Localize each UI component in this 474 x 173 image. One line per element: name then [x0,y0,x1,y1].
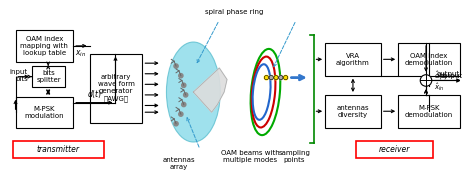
Text: $d(t)$: $d(t)$ [87,88,102,100]
Circle shape [174,64,178,68]
Circle shape [420,75,432,86]
Text: VRA
algorithm: VRA algorithm [336,53,370,66]
Circle shape [269,75,273,80]
Circle shape [179,74,183,78]
Text: output: output [437,71,460,77]
Bar [16,30,73,62]
Circle shape [283,75,288,80]
Bar [16,97,73,128]
Circle shape [179,112,183,116]
Text: antennas
array: antennas array [163,157,195,170]
Bar [398,95,460,128]
Text: OAM index
demodulation: OAM index demodulation [405,53,453,66]
Circle shape [183,93,188,97]
Text: M-PSK
modulation: M-PSK modulation [25,106,64,119]
Text: $x_{in}$: $x_{in}$ [75,49,86,59]
Text: $\hat{d}(t)$: $\hat{d}(t)$ [434,70,448,82]
Polygon shape [193,68,227,112]
Text: OAM beams with
multiple modes: OAM beams with multiple modes [221,150,280,163]
Text: bits
splitter: bits splitter [36,70,61,83]
Circle shape [182,102,186,107]
Text: receiver: receiver [379,145,410,154]
Bar [325,43,381,76]
Text: $\hat{x}_{in}$: $\hat{x}_{in}$ [434,81,444,93]
Circle shape [274,75,278,80]
Bar [90,54,142,123]
Text: M-PSK
demodulation: M-PSK demodulation [405,105,453,118]
Circle shape [174,122,178,126]
Circle shape [264,75,269,80]
Bar [32,66,65,87]
Circle shape [279,75,283,80]
Text: antennas
diversity: antennas diversity [337,105,369,118]
Text: input
bits: input bits [10,69,28,82]
Text: sampling
points: sampling points [278,150,310,163]
Ellipse shape [166,42,220,142]
Text: OAM index
mapping with
lookup table: OAM index mapping with lookup table [20,36,68,56]
Text: output: output [439,73,463,79]
Text: transmitter: transmitter [37,145,80,154]
Text: spiral phase ring: spiral phase ring [205,9,263,15]
Circle shape [182,83,186,87]
Bar [398,43,460,76]
Bar [356,141,433,158]
Bar [13,141,104,158]
Bar [325,95,381,128]
Text: arbitrary
wave form
generator
（AWG）: arbitrary wave form generator （AWG） [98,74,135,102]
